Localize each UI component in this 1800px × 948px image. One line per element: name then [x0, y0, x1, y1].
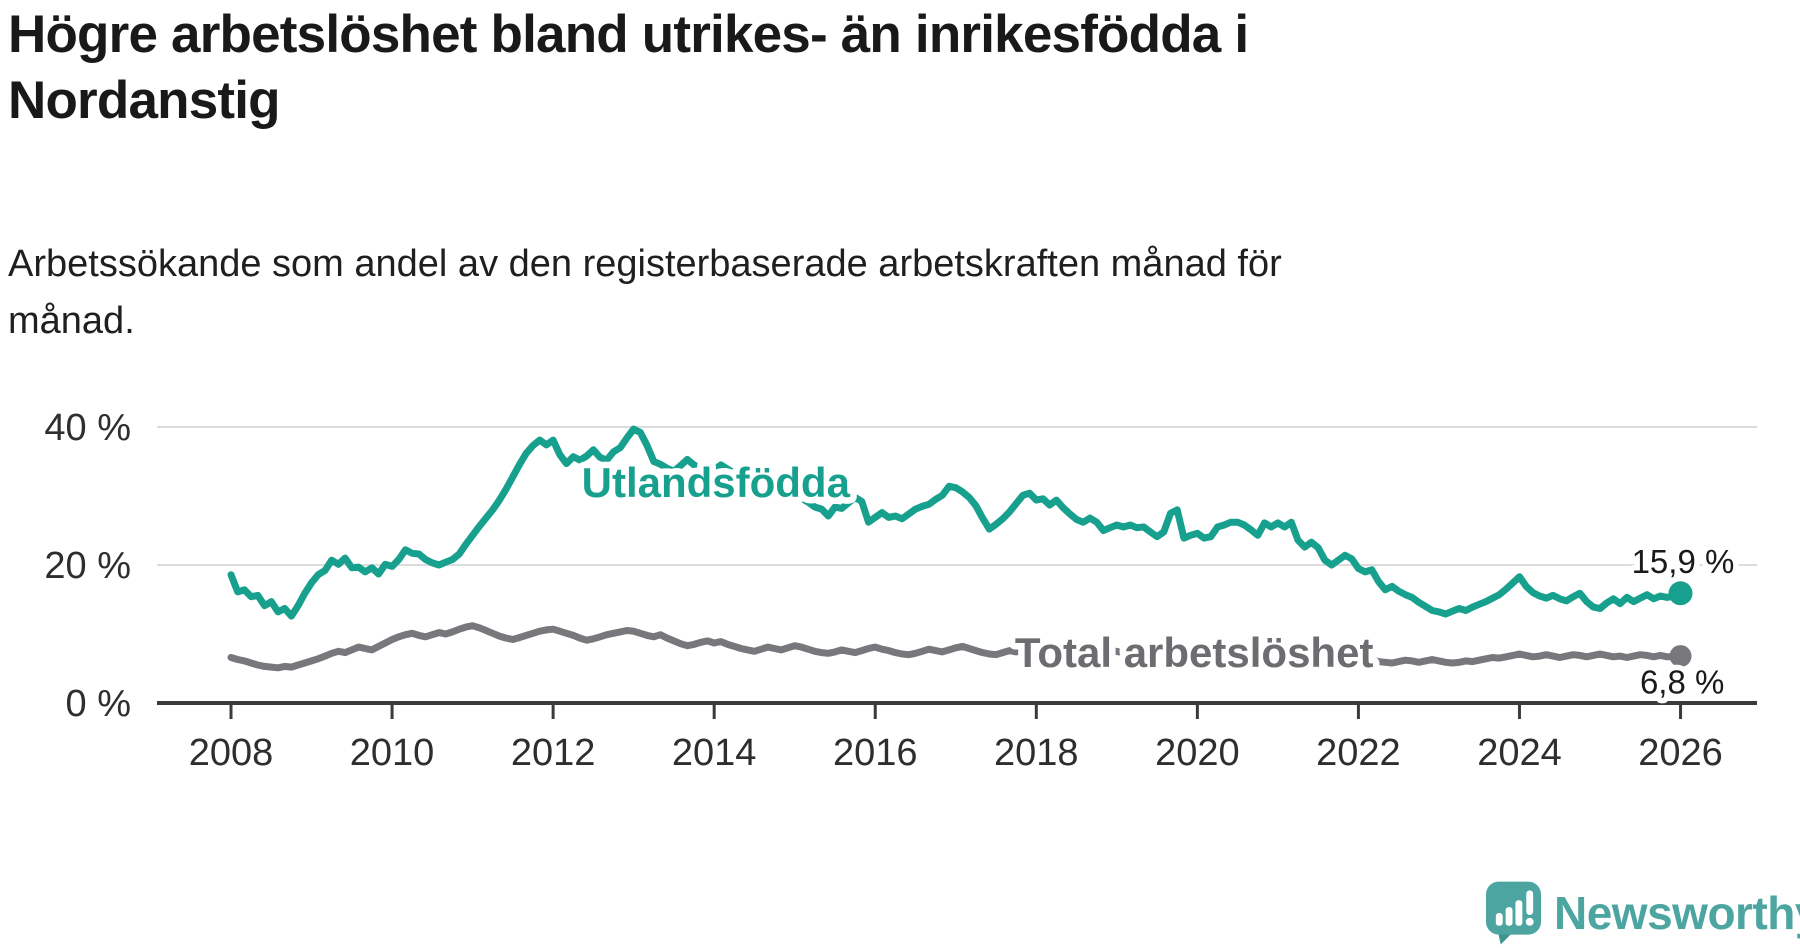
x-tick-label-2026: 2026 [1638, 732, 1723, 774]
logo-bar-large-icon [1515, 900, 1523, 926]
y-tick-label-40: 40 % [44, 407, 131, 449]
chart-title-line1: Högre arbetslöshet bland utrikes- än inr… [8, 5, 1249, 64]
end-dot-total-arbetsloshet [1669, 645, 1692, 668]
newsworthy-logo: Newsworthy [1486, 880, 1800, 946]
x-tick-label-2008: 2008 [189, 732, 274, 774]
logo-exclamation-bar-icon [1526, 890, 1534, 915]
chart-subtitle-line1: Arbetssökande som andel av den registerb… [8, 243, 1282, 285]
x-tick-label-2014: 2014 [672, 732, 757, 774]
x-tick-label-2022: 2022 [1316, 732, 1401, 774]
end-value-label-utlandsfodda: 15,9 % [1632, 543, 1735, 580]
x-tick-label-2018: 2018 [994, 732, 1079, 774]
series-label-utlandsfodda: Utlandsfödda [582, 459, 851, 506]
chart-subtitle: Arbetssökande som andel av den registerb… [8, 236, 1648, 350]
newsworthy-logo-icon [1486, 881, 1541, 945]
x-tick-label-2012: 2012 [511, 732, 596, 774]
y-tick-label-20: 20 % [44, 545, 131, 587]
x-tick-label-2010: 2010 [350, 732, 435, 774]
series-label-total-arbetsloshet: Total arbetslöshet [1015, 629, 1374, 676]
logo-bar-medium-icon [1505, 907, 1513, 926]
chart-subtitle-line2: månad. [8, 300, 135, 342]
newsworthy-logo-text: Newsworthy [1554, 887, 1800, 939]
x-tick-label-2020: 2020 [1155, 732, 1240, 774]
logo-bar-small-icon [1495, 913, 1503, 926]
y-tick-label-0: 0 % [66, 683, 131, 725]
logo-exclamation-dot-icon [1525, 917, 1534, 926]
end-value-label-total-arbetsloshet: 6,8 % [1640, 663, 1724, 700]
end-dot-utlandsfodda [1668, 581, 1693, 606]
series-line-total-arbetsloshet [227, 622, 1684, 672]
x-tick-label-2024: 2024 [1477, 732, 1562, 774]
chart-title: Högre arbetslöshet bland utrikes- än inr… [8, 2, 1768, 134]
chart-title-line2: Nordanstig [8, 71, 281, 130]
series-line-utlandsfodda [227, 425, 1684, 620]
x-tick-label-2016: 2016 [833, 732, 918, 774]
